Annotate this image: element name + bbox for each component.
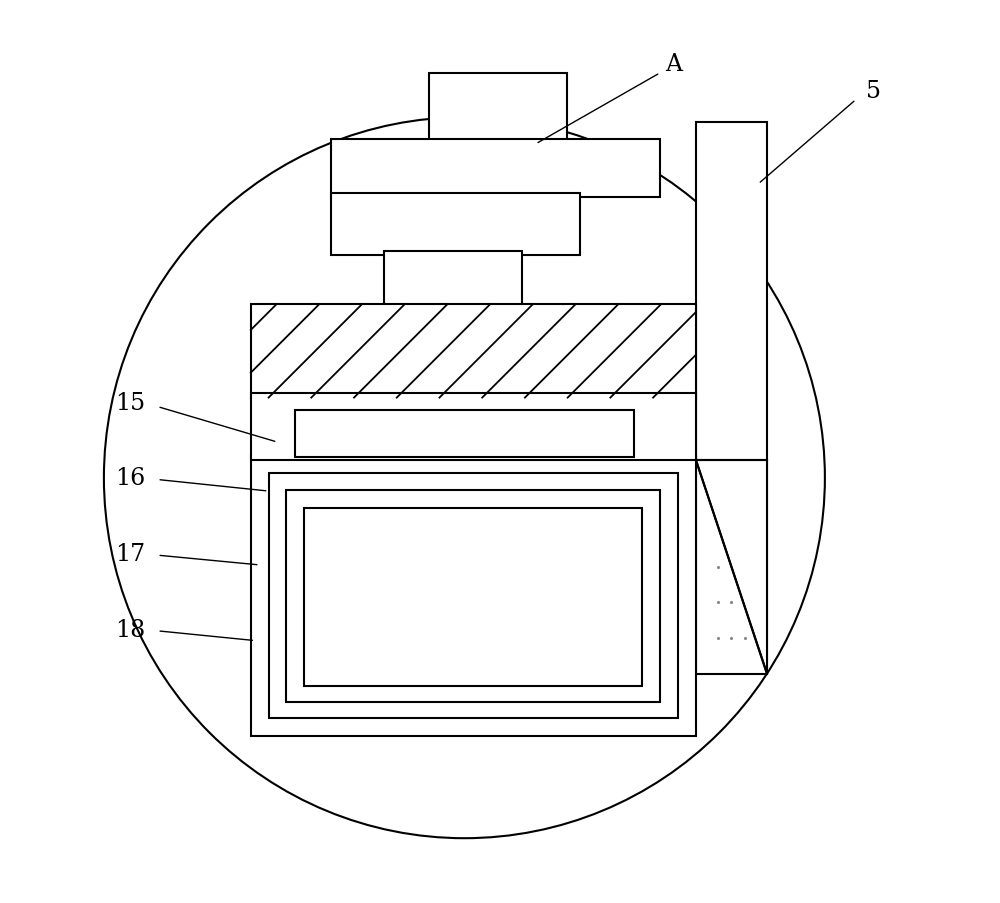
Bar: [304, 508, 642, 686]
Bar: [286, 490, 660, 703]
Text: 17: 17: [116, 543, 146, 565]
Text: 18: 18: [115, 618, 146, 641]
Bar: [696, 123, 767, 674]
Bar: [251, 456, 696, 736]
Circle shape: [104, 118, 825, 838]
Bar: [251, 305, 696, 398]
Text: 16: 16: [115, 467, 146, 489]
Bar: [251, 394, 696, 461]
Bar: [295, 411, 634, 458]
Bar: [269, 474, 678, 718]
Text: 5: 5: [866, 80, 881, 103]
Bar: [429, 74, 567, 144]
Polygon shape: [696, 461, 767, 674]
Bar: [331, 140, 660, 198]
Text: 15: 15: [116, 391, 146, 414]
Text: A: A: [665, 53, 682, 76]
Bar: [331, 193, 580, 256]
Bar: [384, 251, 522, 309]
